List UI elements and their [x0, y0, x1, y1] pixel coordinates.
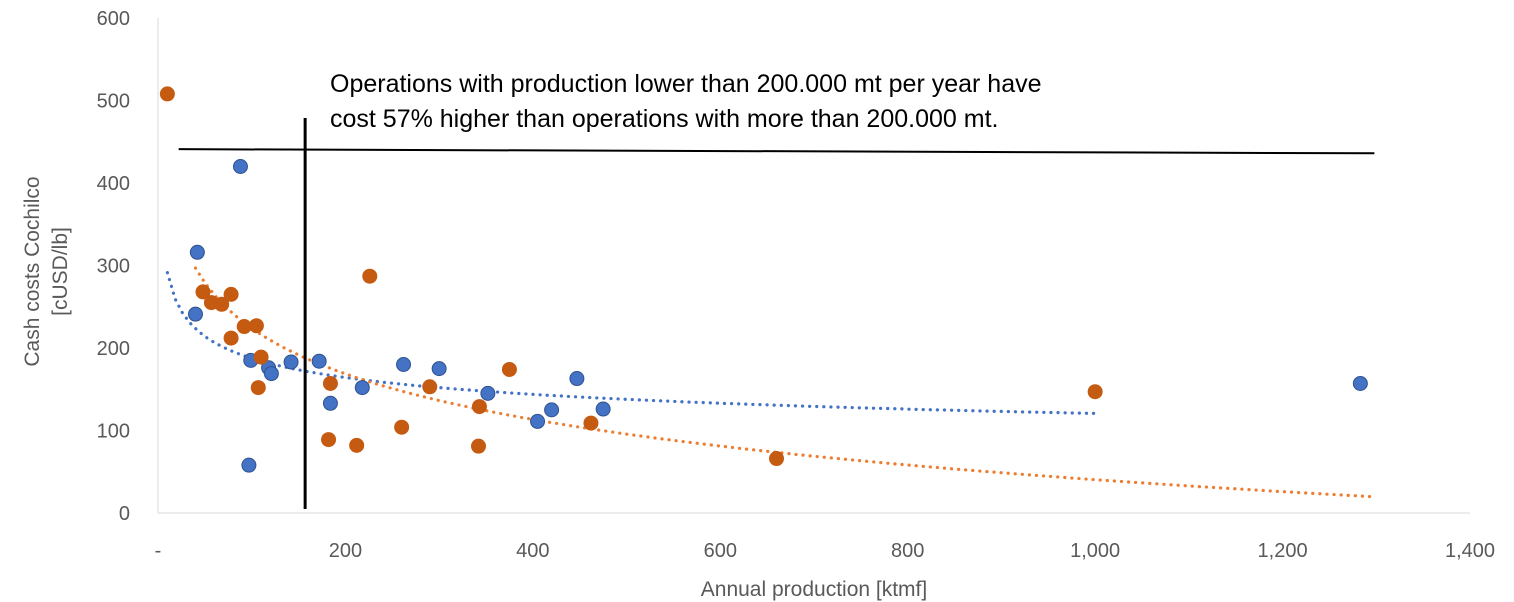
y-tick-label: 500: [97, 91, 130, 113]
data-point-series-1: [396, 357, 412, 372]
data-point-series-1: [187, 306, 203, 322]
y-tick-label: 400: [97, 173, 130, 195]
data-point-series-1: [283, 354, 299, 370]
data-point-series-1: [544, 402, 560, 418]
data-point-series-2: [471, 399, 487, 415]
data-point-series-2: [195, 284, 211, 300]
y-axis-title-line-1: Cash costs Cochilco: [21, 176, 44, 366]
data-point-series-2: [322, 375, 338, 391]
data-point-series-2: [223, 330, 239, 346]
x-tick-label: 400: [516, 540, 549, 562]
y-tick-label: 600: [97, 8, 130, 30]
x-tick-label: -: [155, 540, 162, 562]
x-tick-label: 800: [891, 540, 924, 562]
x-axis-title: Annual production [ktmf]: [701, 578, 927, 601]
data-point-series-1: [241, 457, 257, 473]
data-point-series-2: [253, 349, 269, 365]
data-point-series-2: [349, 437, 365, 453]
x-tick-label: 1,200: [1258, 540, 1308, 562]
annotation-line-2: cost 57% higher than operations with mor…: [330, 105, 998, 133]
y-tick-label: 100: [97, 421, 130, 443]
data-point-series-2: [223, 286, 239, 302]
data-point-series-1: [189, 244, 205, 260]
data-point-series-1: [569, 371, 585, 387]
x-tick-label: 200: [329, 540, 362, 562]
data-point-series-2: [471, 438, 487, 454]
trendline-series-2: [193, 266, 1378, 499]
data-point-series-1: [232, 159, 248, 174]
data-point-series-1: [431, 361, 447, 377]
data-point-series-2: [501, 361, 517, 377]
data-point-series-1: [1352, 375, 1368, 391]
data-point-series-2: [1087, 384, 1103, 400]
y-tick-label: 0: [119, 503, 130, 525]
data-point-series-2: [583, 415, 599, 431]
data-point-series-1: [530, 413, 546, 429]
y-tick-label: 300: [97, 256, 130, 278]
data-point-series-1: [322, 395, 338, 411]
annotation-line-1: Operations with production lower than 20…: [330, 70, 1042, 98]
x-tick-label: 1,400: [1445, 540, 1495, 562]
data-point-series-2: [159, 86, 175, 102]
x-tick-label: 1,000: [1070, 540, 1120, 562]
data-point-series-2: [394, 419, 410, 435]
data-point-series-2: [214, 296, 230, 312]
data-point-series-1: [480, 385, 496, 401]
data-point-series-2: [769, 451, 785, 467]
data-point-series-1: [595, 401, 611, 417]
data-point-series-1: [263, 366, 279, 382]
x-tick-label: 600: [704, 540, 737, 562]
data-point-series-1: [311, 353, 327, 369]
data-point-series-2: [422, 379, 438, 395]
data-point-series-2: [362, 268, 378, 284]
data-point-series-2: [321, 432, 337, 448]
data-point-series-2: [250, 380, 266, 396]
data-point-series-2: [248, 318, 264, 334]
y-axis-title-line-2: [cUSD/lb]: [49, 227, 72, 316]
reference-line: [178, 148, 1375, 155]
y-tick-label: 200: [97, 338, 130, 360]
data-point-series-1: [354, 380, 370, 396]
trendline-series-1: [165, 271, 1097, 415]
